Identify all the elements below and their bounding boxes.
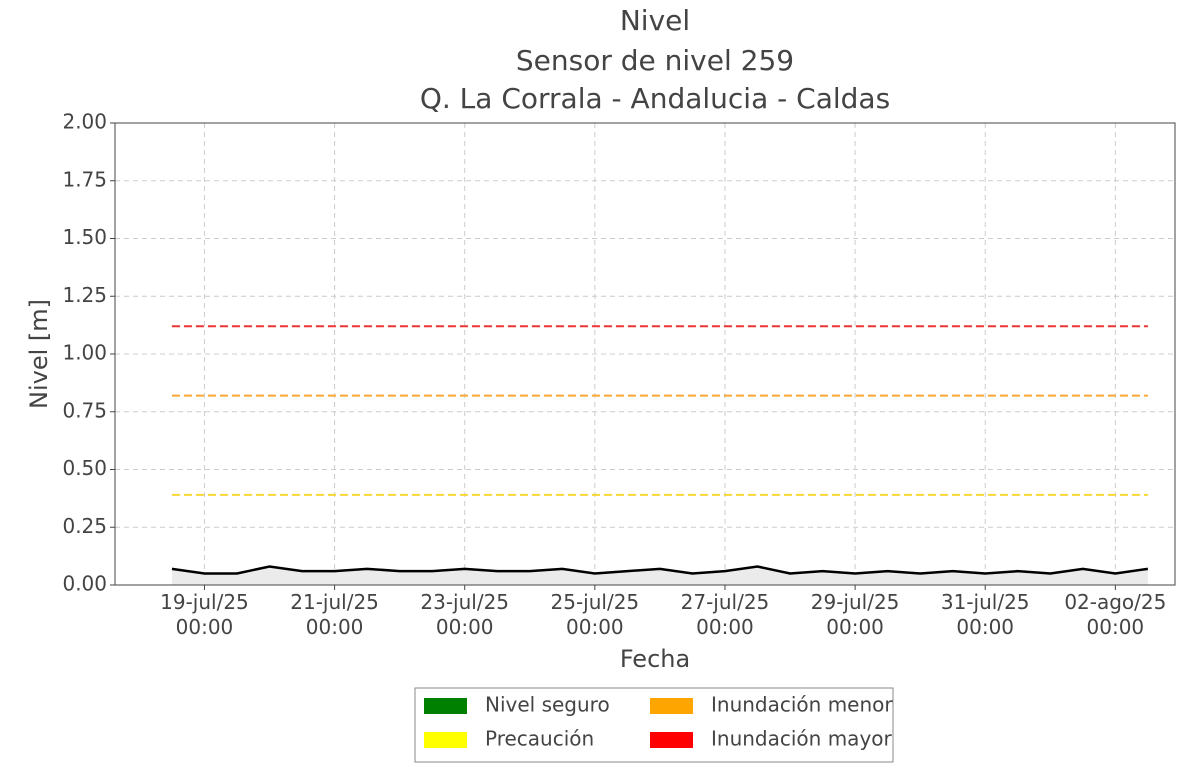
plot-frame [114,122,1176,586]
x-tick-label: 23-jul/25 00:00 [420,590,510,639]
chart-location: Q. La Corrala - Andalucia - Caldas [420,82,890,115]
y-tick-label: 0.00 [62,572,107,596]
x-axis-label: Fecha [620,645,690,673]
legend-swatch [424,732,467,748]
y-axis-label: Nivel [m] [25,299,53,409]
y-tick-label: 1.25 [62,283,107,307]
y-tick-label: 1.50 [62,225,107,249]
y-tick-label: 1.75 [62,167,107,191]
chart-subtitle: Sensor de nivel 259 [516,44,794,77]
y-tick-label: 0.75 [62,398,107,422]
legend-swatch [650,732,693,748]
x-tick-label: 02-ago/25 00:00 [1064,590,1167,639]
legend-swatch [650,698,693,714]
legend-label: Inundación mayor [711,727,893,751]
x-tick-label: 21-jul/25 00:00 [290,590,379,639]
x-tick-label: 27-jul/25 00:00 [680,590,770,639]
x-tick-label: 19-jul/25 00:00 [160,590,249,639]
legend-label: Inundación menor [711,693,893,717]
y-tick-label: 0.50 [62,456,107,480]
y-tick-label: 0.25 [62,514,107,538]
chart-title: Nivel [620,4,690,37]
y-tick-label: 2.00 [62,110,107,134]
grid [115,122,1175,586]
legend-label: Nivel seguro [485,693,610,717]
x-tick-label: 25-jul/25 00:00 [550,590,640,639]
x-tick-label: 31-jul/25 00:00 [940,590,1030,639]
line [171,565,1149,575]
x-tick-label: 29-jul/25 00:00 [810,590,900,639]
legend-swatch [424,698,467,714]
y-tick-label: 1.00 [62,341,107,365]
legend-label: Precaución [485,727,594,751]
